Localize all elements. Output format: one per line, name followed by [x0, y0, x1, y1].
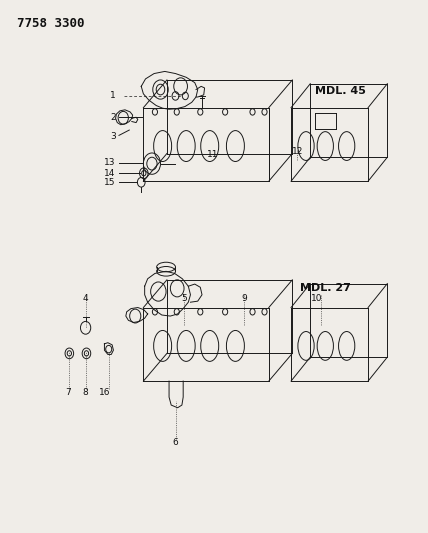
Text: 10: 10 [311, 294, 322, 303]
Text: MDL. 45: MDL. 45 [315, 86, 366, 95]
Text: 15: 15 [104, 178, 116, 187]
Text: 7: 7 [65, 388, 71, 397]
Text: 7758 3300: 7758 3300 [17, 17, 85, 30]
Text: 1: 1 [110, 92, 116, 100]
Text: 16: 16 [99, 388, 110, 397]
Text: 2: 2 [110, 113, 116, 122]
Text: 6: 6 [172, 438, 178, 447]
Text: 8: 8 [83, 388, 89, 397]
Text: 13: 13 [104, 158, 116, 167]
Text: 3: 3 [110, 132, 116, 141]
Text: 12: 12 [292, 147, 304, 156]
Text: 9: 9 [241, 294, 247, 303]
Text: MDL. 27: MDL. 27 [300, 283, 351, 293]
Text: 4: 4 [83, 294, 89, 303]
Text: 5: 5 [181, 294, 187, 303]
Text: 14: 14 [104, 169, 116, 177]
Text: 11: 11 [207, 150, 219, 159]
